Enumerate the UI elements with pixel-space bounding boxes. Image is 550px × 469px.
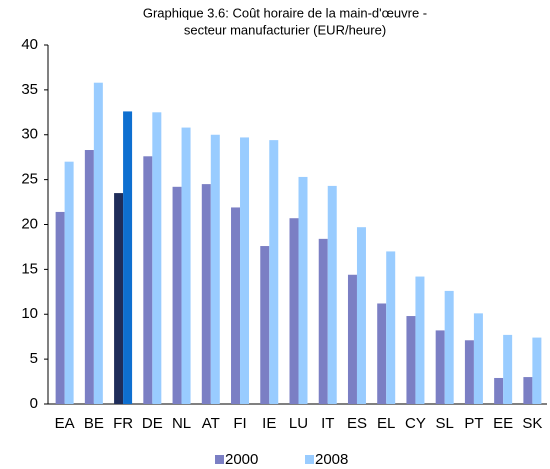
x-tick-label: ES [347,415,367,432]
bar [406,316,416,404]
bar [356,227,366,404]
bar [143,156,153,404]
x-tick-label: BE [84,415,104,432]
bar [84,150,94,404]
x-tick-label: NL [172,415,191,432]
x-tick-label: LU [289,415,308,432]
y-tick-label: 5 [30,350,38,367]
legend-swatch [305,455,314,464]
x-tick-label: EL [377,415,395,432]
legend-swatch [215,455,224,464]
bar [289,218,299,404]
bar [114,193,124,404]
x-tick-label: FR [113,415,133,432]
bar [386,251,396,404]
x-tick-label: FI [233,415,246,432]
y-tick-label: 10 [21,305,38,322]
bar [347,274,357,404]
bar [269,140,279,404]
bar [444,290,454,404]
y-tick-label: 40 [21,36,38,53]
bar [201,184,211,404]
bar [93,82,103,404]
bar [503,334,513,404]
x-tick-label: SL [435,415,453,432]
y-tick-label: 20 [21,215,38,232]
x-tick-label: IT [321,415,334,432]
bar [523,377,533,404]
bar [532,337,542,404]
chart-title: Graphique 3.6: Coût horaire de la main-d… [143,5,427,20]
bar [494,377,504,404]
bar [327,185,337,404]
chart-title: secteur manufacturier (EUR/heure) [184,22,386,37]
bar [152,112,162,404]
bar [240,137,250,404]
bar [55,211,65,404]
bar [298,176,308,404]
bar [415,276,425,404]
bar [464,340,474,404]
x-tick-label: EA [55,415,75,432]
y-tick-label: 30 [21,126,38,143]
bar [210,134,220,404]
y-tick-label: 25 [21,171,38,188]
bar [435,330,445,404]
x-tick-label: AT [202,415,220,432]
legend-label: 2000 [225,451,258,468]
bar [377,303,387,404]
y-tick-label: 35 [21,81,38,98]
x-tick-label: SK [522,415,542,432]
bar [231,207,241,404]
bar [123,111,133,404]
bar [473,313,483,404]
x-tick-label: PT [464,415,483,432]
y-tick-label: 15 [21,260,38,277]
x-tick-label: IE [262,415,276,432]
bar [172,186,182,404]
bar [318,238,328,404]
x-tick-label: EE [493,415,513,432]
bar [181,127,191,404]
x-tick-label: CY [405,415,426,432]
bar [260,246,270,404]
y-tick-label: 0 [30,395,38,412]
legend-label: 2008 [315,451,348,468]
bar [64,161,74,404]
x-tick-label: DE [142,415,163,432]
